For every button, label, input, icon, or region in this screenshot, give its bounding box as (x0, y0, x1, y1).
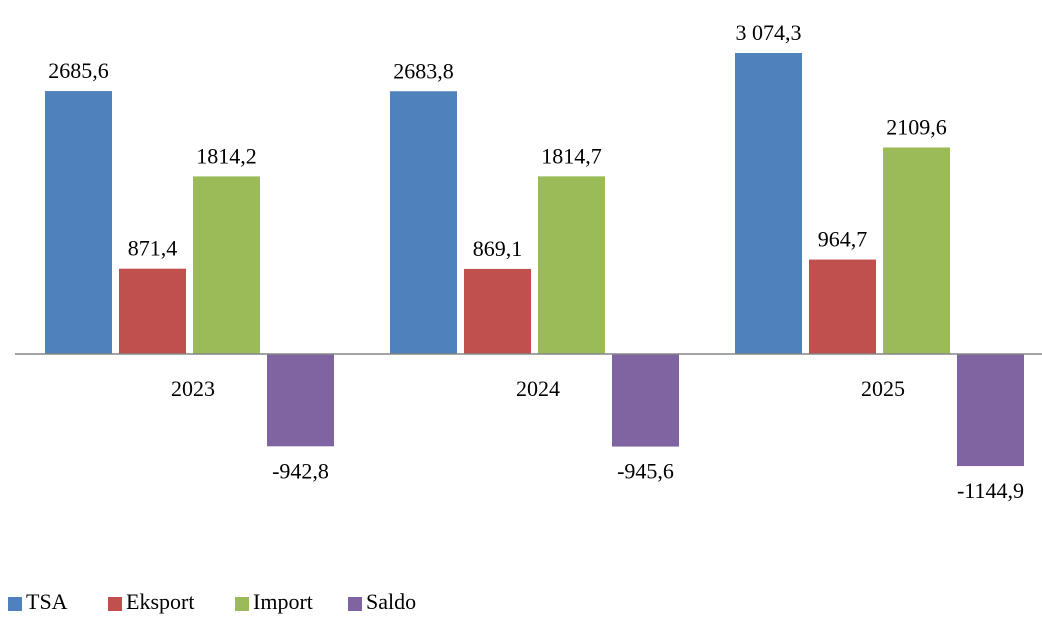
legend-swatch-tsa (8, 597, 22, 611)
bar-eksport-2023 (119, 268, 186, 354)
category-label-2025: 2025 (861, 376, 905, 401)
bar-import-2025 (883, 147, 950, 354)
category-labels-group: 2023 2024 2025 (171, 376, 905, 401)
bar-import-2023 (193, 176, 260, 354)
legend-label-saldo: Saldo (366, 589, 416, 614)
data-label-import-2023: 1814,2 (196, 143, 257, 168)
legend: TSA Eksport Import Saldo (8, 589, 416, 614)
data-label-import-2024: 1814,7 (541, 143, 602, 168)
bar-saldo-2024 (612, 354, 679, 447)
bars-group (45, 53, 1024, 467)
category-label-2024: 2024 (516, 376, 560, 401)
data-label-eksport-2024: 869,1 (473, 236, 523, 261)
category-label-2023: 2023 (171, 376, 215, 401)
legend-swatch-eksport (108, 597, 122, 611)
data-label-eksport-2023: 871,4 (128, 236, 178, 261)
legend-label-import: Import (253, 589, 313, 614)
bar-eksport-2025 (809, 259, 876, 354)
bar-tsa-2024 (390, 91, 457, 354)
legend-label-tsa: TSA (26, 589, 68, 614)
data-label-saldo-2023: -942,8 (272, 458, 329, 483)
bar-tsa-2023 (45, 91, 112, 354)
legend-swatch-import (235, 597, 249, 611)
data-label-tsa-2024: 2683,8 (393, 58, 454, 83)
data-label-saldo-2025: -1144,9 (957, 478, 1024, 503)
bar-eksport-2024 (464, 268, 531, 354)
bar-import-2024 (538, 176, 605, 354)
data-labels-group: 2685,6 871,4 1814,2 -942,8 2683,8 869,1 1814,7… (48, 20, 1024, 503)
data-label-saldo-2024: -945,6 (617, 459, 674, 484)
bar-tsa-2025 (735, 53, 802, 354)
data-label-tsa-2023: 2685,6 (48, 58, 109, 83)
bar-saldo-2025 (957, 354, 1024, 467)
data-label-tsa-2025: 3 074,3 (736, 20, 802, 45)
bar-saldo-2023 (267, 354, 334, 447)
legend-swatch-saldo (348, 597, 362, 611)
legend-label-eksport: Eksport (126, 589, 194, 614)
data-label-import-2025: 2109,6 (886, 114, 947, 139)
data-label-eksport-2025: 964,7 (818, 227, 868, 252)
